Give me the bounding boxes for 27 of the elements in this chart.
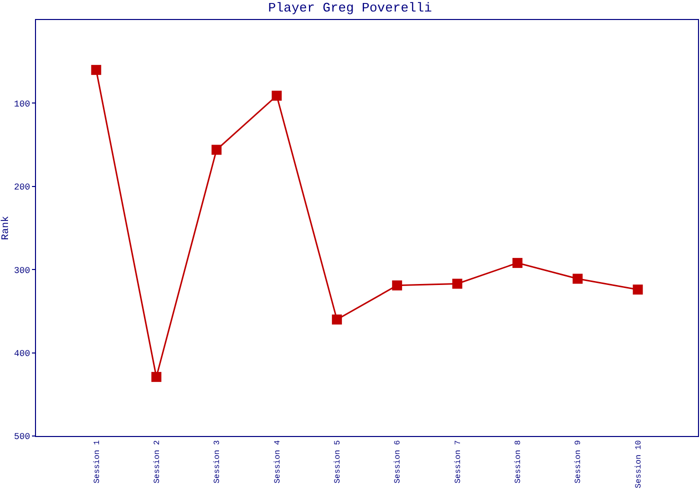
x-tick-label: Session 8 bbox=[514, 440, 524, 484]
point bbox=[632, 284, 643, 295]
x-tick-label: Session 5 bbox=[334, 440, 343, 484]
point bbox=[91, 64, 102, 75]
point bbox=[332, 314, 342, 325]
y-tick-label: 300 bbox=[14, 266, 30, 276]
x-tick-label: Session 6 bbox=[394, 440, 403, 484]
x-tick-label: Session 7 bbox=[454, 440, 463, 484]
point bbox=[272, 90, 282, 101]
x-tick-label: Session 3 bbox=[213, 440, 222, 484]
y-axis-title: Rank bbox=[0, 216, 12, 240]
x-tick-label: Session 2 bbox=[152, 440, 162, 484]
point bbox=[392, 280, 402, 290]
point bbox=[452, 278, 462, 289]
point bbox=[572, 274, 583, 284]
x-tick-label: Session 1 bbox=[92, 440, 102, 484]
y-tick-label: 100 bbox=[14, 99, 30, 110]
point bbox=[151, 372, 162, 382]
y-tick-label: 500 bbox=[14, 432, 30, 442]
point bbox=[512, 258, 522, 268]
x-tick-label: Session 9 bbox=[574, 440, 584, 484]
x-tick-label: Session 4 bbox=[273, 440, 282, 484]
x-tick-label: Session 10 bbox=[634, 440, 644, 488]
point bbox=[212, 144, 222, 155]
chart-title: Player Greg Poverelli bbox=[268, 0, 432, 16]
y-tick-label: 200 bbox=[14, 182, 30, 193]
y-tick-label: 400 bbox=[14, 348, 30, 359]
